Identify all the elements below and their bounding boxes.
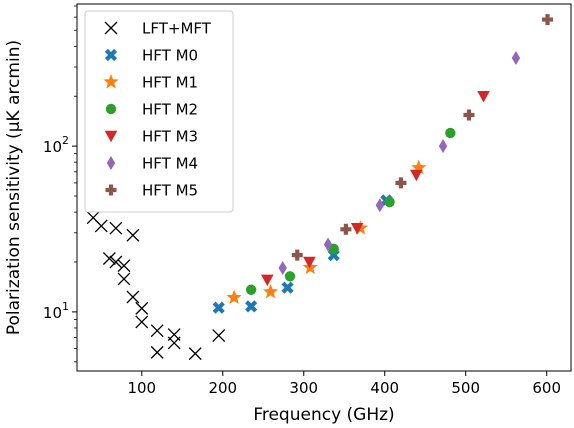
plot-marks: [86, 14, 554, 361]
y-axis: 101 102: [43, 5, 77, 363]
data-point: [438, 139, 448, 154]
legend-item: HFT M5: [105, 182, 198, 200]
data-point: [445, 127, 456, 139]
data-point: [395, 177, 407, 189]
series-hft-m2: [245, 127, 456, 295]
plot-frame: [76, 3, 572, 372]
legend-marker: [104, 21, 118, 35]
y-tick-label: 102: [43, 134, 69, 156]
data-point: [102, 252, 116, 265]
x-tick-label: 600: [532, 379, 561, 397]
data-point: [109, 221, 123, 235]
data-point: [94, 219, 108, 233]
legend: LFT+MFT HFT M0 HFT M1 HFT M2 HFT M3 HFT M4 HFT…: [84, 10, 234, 213]
legend-marker: [106, 156, 116, 170]
x-tick-label: 500: [451, 379, 480, 397]
legend-item: HFT M3: [104, 128, 198, 146]
legend-label: HFT M4: [142, 155, 198, 173]
data-point: [384, 196, 395, 208]
data-point: [150, 345, 164, 359]
data-point: [291, 249, 303, 261]
series-hft-m5: [291, 14, 554, 261]
data-point: [281, 281, 294, 294]
data-point: [212, 329, 226, 343]
data-point: [542, 14, 554, 26]
legend-item: HFT M2: [105, 101, 198, 119]
data-point: [340, 223, 352, 235]
data-point: [477, 91, 490, 103]
data-point: [117, 272, 131, 286]
data-point: [375, 198, 385, 213]
legend-label: LFT+MFT: [142, 20, 212, 38]
legend-marker: [105, 184, 117, 196]
data-point: [284, 271, 296, 282]
y-axis-label: Polarization sensitivity (μK arcmin): [4, 40, 24, 335]
x-axis-label: Frequency (GHz): [253, 405, 394, 425]
data-point: [323, 237, 333, 252]
data-point: [188, 347, 202, 361]
data-point: [135, 315, 149, 329]
data-point: [302, 259, 318, 275]
series-hft-m0: [212, 194, 393, 314]
legend-box: [84, 10, 234, 213]
x-axis: 100 200 300 400 500 600: [127, 371, 561, 397]
legend-item: HFT M0: [104, 47, 198, 65]
data-point: [261, 274, 274, 287]
legend-label: HFT M5: [142, 182, 198, 200]
data-point: [303, 256, 316, 269]
data-point: [463, 109, 475, 121]
data-point: [245, 284, 257, 295]
data-point: [410, 169, 423, 182]
legend-label: HFT M3: [142, 128, 198, 146]
data-point: [245, 300, 258, 313]
x-tick-label: 100: [127, 379, 156, 397]
legend-label: HFT M0: [142, 47, 198, 65]
x-tick-label: 200: [208, 379, 237, 397]
legend-label: HFT M2: [142, 101, 198, 119]
data-point: [212, 301, 225, 314]
legend-item: HFT M4: [106, 155, 198, 173]
data-point: [262, 283, 279, 299]
data-point: [126, 228, 140, 242]
data-point: [117, 259, 131, 273]
legend-marker: [104, 130, 118, 143]
y-tick-label: 101: [43, 300, 69, 322]
data-point: [411, 159, 427, 175]
legend-label: HFT M1: [142, 74, 198, 92]
series-hft-m4: [278, 51, 521, 275]
data-point: [350, 222, 364, 235]
data-point: [135, 301, 149, 315]
data-point: [167, 336, 181, 350]
legend-item: HFT M1: [103, 74, 198, 92]
data-point: [126, 290, 140, 304]
data-point: [109, 255, 123, 269]
x-tick-label: 400: [370, 379, 399, 397]
series-lft-mft: [86, 211, 226, 361]
data-point: [278, 260, 287, 275]
series-hft-m3: [261, 91, 490, 287]
data-point: [226, 289, 242, 305]
legend-marker: [103, 74, 119, 89]
legend-marker: [105, 103, 117, 115]
x-tick-label: 300: [289, 379, 318, 397]
legend-item: LFT+MFT: [104, 20, 212, 38]
data-point: [511, 51, 521, 66]
data-point: [150, 324, 164, 338]
legend-marker: [104, 48, 118, 62]
